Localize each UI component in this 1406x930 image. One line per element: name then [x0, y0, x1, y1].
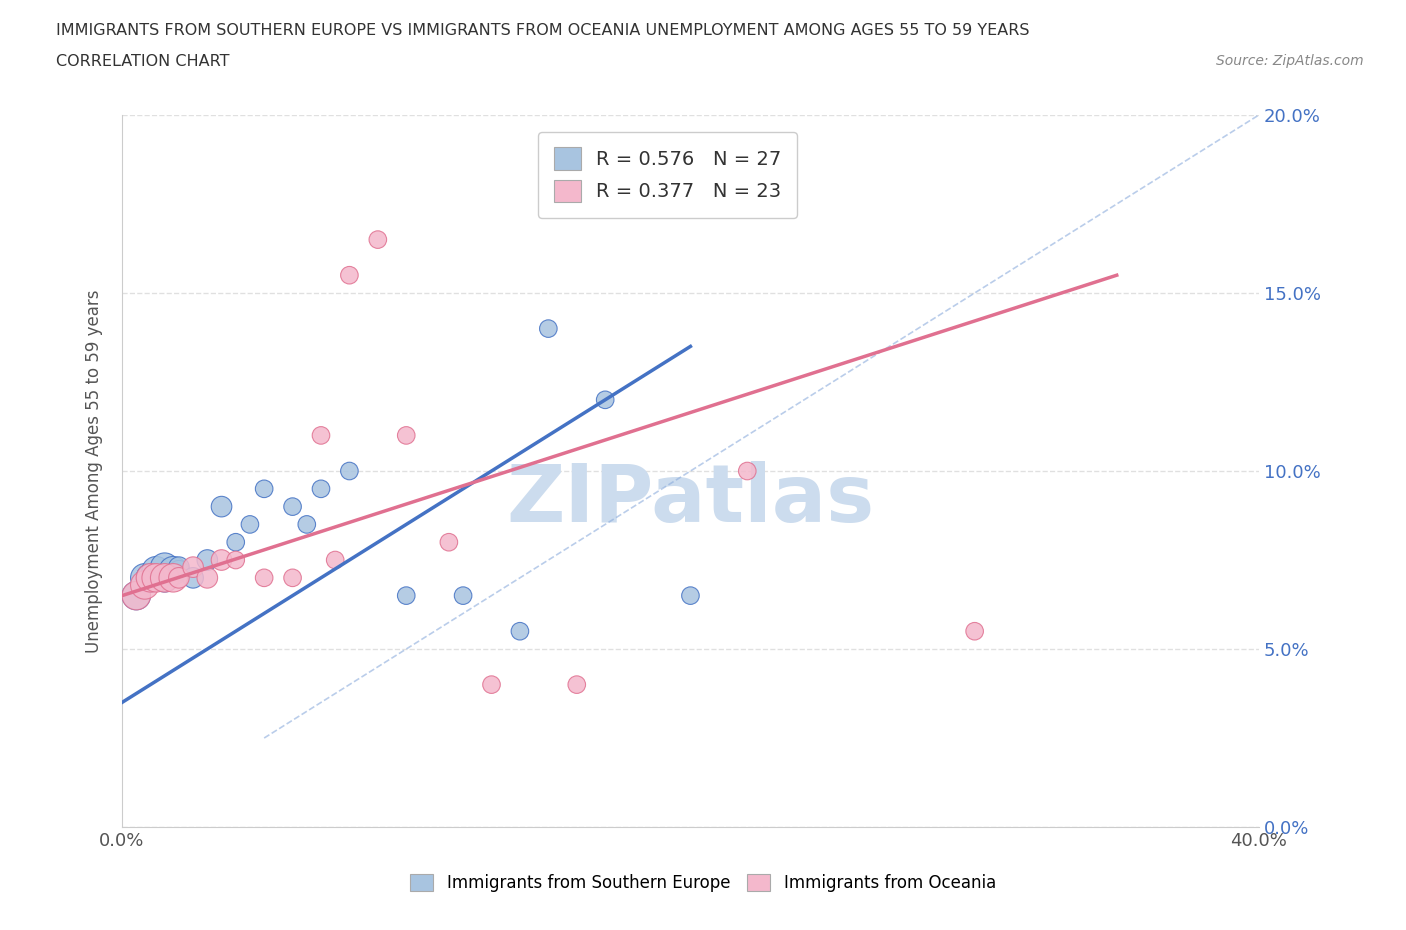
Point [735, 196, 758, 211]
Point [145, 564, 167, 578]
Point [253, 570, 276, 585]
Point [253, 482, 276, 497]
Point [735, 463, 758, 478]
Point [963, 624, 986, 639]
Point [139, 570, 162, 585]
Point [295, 517, 318, 532]
Point [323, 552, 346, 567]
Point [509, 624, 531, 639]
Point [153, 570, 176, 585]
Point [211, 552, 233, 567]
Point [339, 268, 361, 283]
Point [593, 392, 616, 407]
Legend: R = 0.576   N = 27, R = 0.377   N = 23: R = 0.576 N = 27, R = 0.377 N = 23 [538, 132, 797, 218]
Point [134, 578, 156, 592]
Point [211, 499, 233, 514]
Point [181, 560, 204, 575]
Point [281, 499, 304, 514]
Point [153, 570, 176, 585]
Point [139, 570, 162, 585]
Point [451, 588, 474, 603]
Point [145, 570, 167, 585]
Point [225, 535, 247, 550]
Text: IMMIGRANTS FROM SOUTHERN EUROPE VS IMMIGRANTS FROM OCEANIA UNEMPLOYMENT AMONG AG: IMMIGRANTS FROM SOUTHERN EUROPE VS IMMIG… [56, 23, 1029, 38]
Legend: Immigrants from Southern Europe, Immigrants from Oceania: Immigrants from Southern Europe, Immigra… [404, 867, 1002, 898]
Point [167, 564, 190, 578]
Point [395, 588, 418, 603]
Text: CORRELATION CHART: CORRELATION CHART [56, 54, 229, 69]
Point [679, 588, 702, 603]
Point [139, 570, 162, 585]
Point [339, 463, 361, 478]
Point [367, 232, 389, 247]
Point [195, 552, 218, 567]
Point [195, 570, 218, 585]
Point [437, 535, 460, 550]
Point [167, 560, 190, 575]
Point [167, 570, 190, 585]
Point [162, 564, 184, 578]
Point [309, 428, 332, 443]
Point [134, 570, 156, 585]
Point [225, 552, 247, 567]
Point [395, 428, 418, 443]
Point [309, 482, 332, 497]
Point [181, 570, 204, 585]
Point [162, 570, 184, 585]
Point [281, 570, 304, 585]
Point [125, 588, 148, 603]
Text: ZIPatlas: ZIPatlas [506, 460, 875, 538]
Point [565, 677, 588, 692]
Text: Source: ZipAtlas.com: Source: ZipAtlas.com [1216, 54, 1364, 68]
Point [125, 588, 148, 603]
Point [481, 677, 503, 692]
Point [239, 517, 262, 532]
Point [153, 560, 176, 575]
Point [537, 321, 560, 336]
Y-axis label: Unemployment Among Ages 55 to 59 years: Unemployment Among Ages 55 to 59 years [86, 289, 103, 653]
